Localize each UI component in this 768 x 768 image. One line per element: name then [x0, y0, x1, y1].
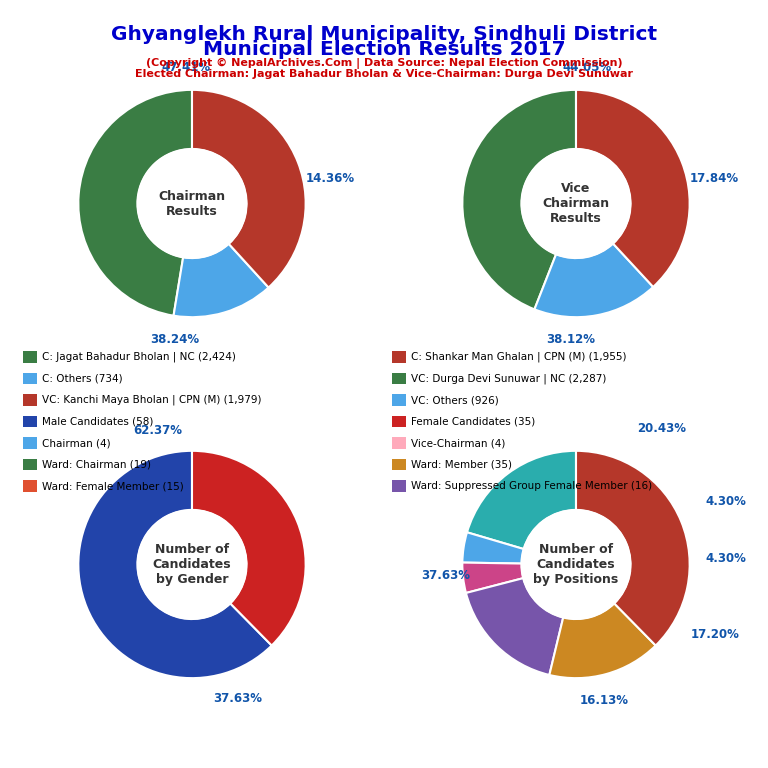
Wedge shape: [174, 244, 269, 317]
Text: (Copyright © NepalArchives.Com | Data Source: Nepal Election Commission): (Copyright © NepalArchives.Com | Data So…: [146, 58, 622, 68]
Text: Male Candidates (58): Male Candidates (58): [42, 416, 154, 427]
Wedge shape: [192, 451, 306, 646]
Text: VC: Durga Devi Sunuwar | NC (2,287): VC: Durga Devi Sunuwar | NC (2,287): [411, 373, 606, 384]
Wedge shape: [467, 451, 576, 549]
Text: Female Candidates (35): Female Candidates (35): [411, 416, 535, 427]
FancyBboxPatch shape: [392, 395, 406, 406]
FancyBboxPatch shape: [392, 351, 406, 362]
Text: Ward: Suppressed Group Female Member (16): Ward: Suppressed Group Female Member (16…: [411, 481, 652, 492]
Text: 37.63%: 37.63%: [213, 692, 262, 705]
Wedge shape: [462, 532, 524, 564]
FancyBboxPatch shape: [23, 373, 37, 385]
Text: 4.30%: 4.30%: [706, 552, 746, 565]
Text: Chairman (4): Chairman (4): [42, 438, 111, 449]
Wedge shape: [466, 578, 563, 675]
Text: Ward: Chairman (19): Ward: Chairman (19): [42, 459, 151, 470]
FancyBboxPatch shape: [392, 438, 406, 449]
Text: VC: Others (926): VC: Others (926): [411, 395, 498, 406]
Text: Municipal Election Results 2017: Municipal Election Results 2017: [203, 40, 565, 59]
Text: Chairman
Results: Chairman Results: [158, 190, 226, 217]
Wedge shape: [549, 604, 656, 678]
Text: 44.05%: 44.05%: [563, 61, 612, 74]
Text: VC: Kanchi Maya Bholan | CPN (M) (1,979): VC: Kanchi Maya Bholan | CPN (M) (1,979): [42, 395, 262, 406]
Text: Number of
Candidates
by Gender: Number of Candidates by Gender: [153, 543, 231, 586]
Text: Ward: Member (35): Ward: Member (35): [411, 459, 512, 470]
Text: 20.43%: 20.43%: [637, 422, 686, 435]
Text: Ward: Female Member (15): Ward: Female Member (15): [42, 481, 184, 492]
Circle shape: [137, 149, 247, 258]
Text: C: Jagat Bahadur Bholan | NC (2,424): C: Jagat Bahadur Bholan | NC (2,424): [42, 352, 236, 362]
Text: Elected Chairman: Jagat Bahadur Bholan & Vice-Chairman: Durga Devi Sunuwar: Elected Chairman: Jagat Bahadur Bholan &…: [135, 69, 633, 79]
Text: 4.30%: 4.30%: [706, 495, 746, 508]
Wedge shape: [192, 90, 306, 287]
Text: 14.36%: 14.36%: [306, 172, 356, 185]
FancyBboxPatch shape: [23, 459, 37, 470]
Circle shape: [521, 149, 631, 258]
Text: 17.84%: 17.84%: [690, 172, 740, 185]
FancyBboxPatch shape: [392, 459, 406, 470]
FancyBboxPatch shape: [392, 373, 406, 385]
Circle shape: [521, 510, 631, 619]
Text: Vice
Chairman
Results: Vice Chairman Results: [542, 182, 610, 225]
Text: Number of
Candidates
by Positions: Number of Candidates by Positions: [533, 543, 619, 586]
Text: 38.12%: 38.12%: [546, 333, 595, 346]
FancyBboxPatch shape: [392, 481, 406, 492]
Wedge shape: [462, 90, 576, 310]
Wedge shape: [535, 243, 654, 317]
FancyBboxPatch shape: [23, 395, 37, 406]
Circle shape: [137, 510, 247, 619]
Wedge shape: [78, 451, 272, 678]
Text: 16.13%: 16.13%: [580, 694, 629, 707]
FancyBboxPatch shape: [392, 416, 406, 427]
Wedge shape: [78, 90, 192, 316]
Text: Ghyanglekh Rural Municipality, Sindhuli District: Ghyanglekh Rural Municipality, Sindhuli …: [111, 25, 657, 44]
Wedge shape: [576, 451, 690, 646]
Text: 17.20%: 17.20%: [690, 628, 739, 641]
Wedge shape: [462, 563, 523, 593]
Text: 38.24%: 38.24%: [151, 333, 200, 346]
Text: Vice-Chairman (4): Vice-Chairman (4): [411, 438, 505, 449]
FancyBboxPatch shape: [23, 416, 37, 427]
Text: C: Others (734): C: Others (734): [42, 373, 123, 384]
FancyBboxPatch shape: [23, 481, 37, 492]
Text: 37.63%: 37.63%: [421, 569, 470, 582]
Text: 62.37%: 62.37%: [134, 424, 183, 437]
FancyBboxPatch shape: [23, 351, 37, 362]
FancyBboxPatch shape: [23, 438, 37, 449]
Wedge shape: [576, 90, 690, 287]
Text: 47.41%: 47.41%: [162, 61, 211, 74]
Text: C: Shankar Man Ghalan | CPN (M) (1,955): C: Shankar Man Ghalan | CPN (M) (1,955): [411, 352, 627, 362]
